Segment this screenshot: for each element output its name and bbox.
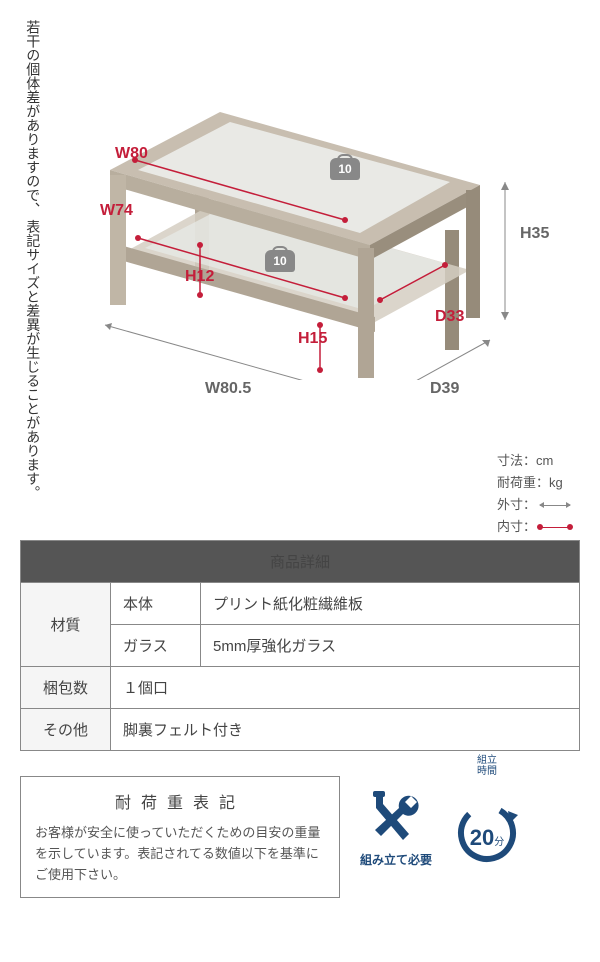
time-value-group: 20分 [470,826,504,850]
other-value: 脚裏フェルト付き [111,709,580,751]
table-row: 材質 本体 プリント紙化粧繊維板 [21,583,580,625]
legend-unit: 寸法：cm [497,450,553,472]
size-note: 若干の個体差がありますので、 表記サイズと差異が生じることがあります。 [20,20,45,500]
dim-h12: H12 [185,268,214,286]
assembly-icon-item: 組み立て必要 [360,786,432,868]
material-glass-label: ガラス [111,625,201,667]
legend-outer: 外寸： [497,494,536,516]
dim-w80: W80 [115,145,148,163]
package-value: １個口 [111,667,580,709]
package-label: 梱包数 [21,667,111,709]
icon-group: 組み立て必要 組立 時間 20分 [360,776,522,868]
time-icon-item: 組立 時間 20分 [452,803,522,850]
dim-h35: H35 [520,225,549,243]
load-section: 耐荷重表記 お客様が安全に使っていただくための目安の重量を示しています。表記され… [20,776,580,898]
diagram-area: 若干の個体差がありますので、 表記サイズと差異が生じることがあります。 [0,0,600,510]
load-title: 耐荷重表記 [35,789,325,813]
detail-header: 商品詳細 [21,541,580,583]
dim-w805: W80.5 [205,380,251,398]
load-box: 耐荷重表記 お客様が安全に使っていただくための目安の重量を示しています。表記され… [20,776,340,898]
material-label: 材質 [21,583,111,667]
other-label: その他 [21,709,111,751]
table-row: その他 脚裏フェルト付き [21,709,580,751]
material-glass-value: 5mm厚強化ガラス [201,625,580,667]
assembly-label: 組み立て必要 [360,851,432,868]
tools-icon [361,786,431,846]
time-text: 組立 時間 [452,755,522,777]
table-row: 梱包数 １個口 [21,667,580,709]
load-text: お客様が安全に使っていただくための目安の重量を示しています。表記されてる数値以下… [35,823,325,885]
legend-load: 耐荷重：kg [497,472,563,494]
legend-inner: 内寸： [497,516,536,538]
note-line2: 表記サイズと差異が生じることがあります。 [25,220,41,500]
material-body-value: プリント紙化粧繊維板 [201,583,580,625]
arrow-icon [540,505,570,506]
dim-d39: D39 [430,380,459,398]
weight-badge-top: 10 [330,158,360,180]
dim-w74: W74 [100,202,133,220]
dot-line-icon [540,527,570,528]
material-body-label: 本体 [111,583,201,625]
dim-h15: H15 [298,330,327,348]
weight-badge-shelf: 10 [265,250,295,272]
dim-d33: D33 [435,308,464,326]
detail-table: 商品詳細 材質 本体 プリント紙化粧繊維板 ガラス 5mm厚強化ガラス 梱包数 … [20,540,580,751]
legend: 寸法：cm 耐荷重：kg 外寸： 内寸： [497,450,570,538]
note-line1: 若干の個体差がありますので、 [25,20,41,216]
